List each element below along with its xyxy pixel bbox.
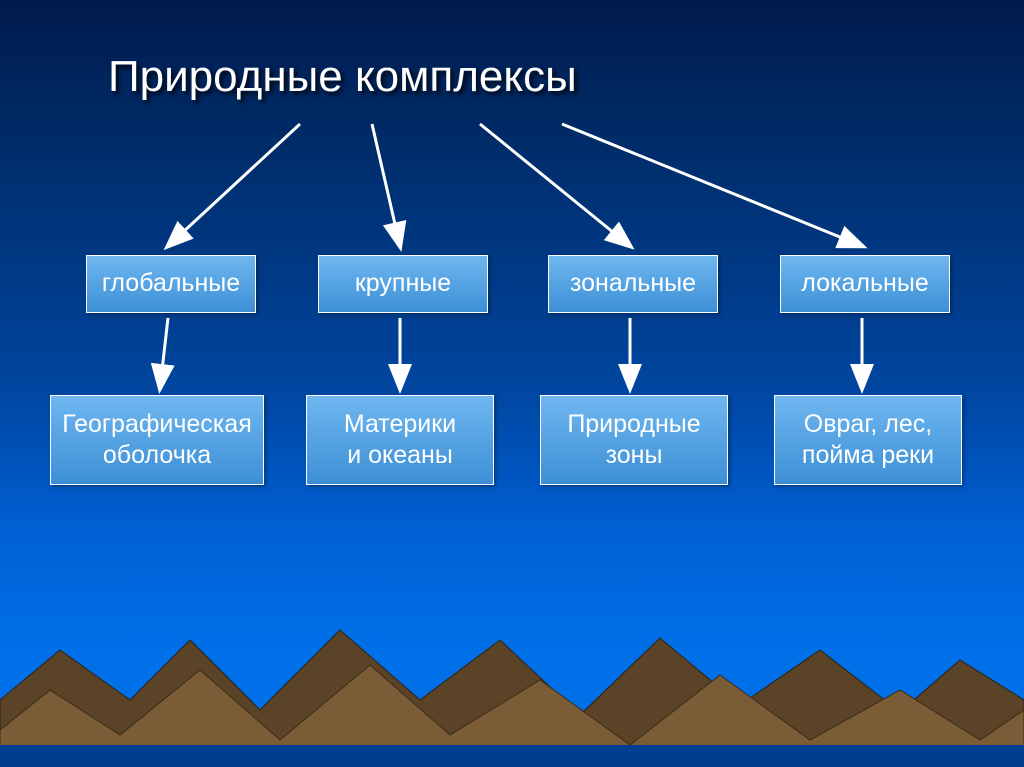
- box-label-line: Материки: [344, 410, 456, 438]
- box-zonal: зональные: [548, 255, 718, 313]
- arrow: [160, 318, 168, 388]
- arrow: [562, 124, 862, 246]
- box-label: Природные зоны: [567, 409, 700, 472]
- box-ravine: Овраг, лес, пойма реки: [774, 395, 962, 485]
- box-label-line: локальные: [801, 269, 928, 297]
- box-geoshell: Географическая оболочка: [50, 395, 264, 485]
- box-label-line: оболочка: [103, 441, 211, 469]
- box-continents: Материки и океаны: [306, 395, 494, 485]
- box-label: Овраг, лес, пойма реки: [802, 409, 934, 472]
- box-natzones: Природные зоны: [540, 395, 728, 485]
- box-label-line: Природные: [567, 410, 700, 438]
- box-label-line: зональные: [570, 269, 696, 297]
- box-label-line: крупные: [355, 269, 451, 297]
- box-label-line: Географическая: [62, 410, 252, 438]
- box-label: Материки и океаны: [344, 409, 456, 472]
- box-label: глобальные: [102, 268, 240, 299]
- box-label-line: Овраг, лес,: [804, 410, 932, 438]
- mountain-silhouette: [0, 587, 1024, 767]
- box-label: зональные: [570, 268, 696, 299]
- box-global: глобальные: [86, 255, 256, 313]
- box-label-line: и океаны: [347, 441, 453, 469]
- box-label-line: пойма реки: [802, 441, 934, 469]
- box-large: крупные: [318, 255, 488, 313]
- water: [0, 745, 1024, 767]
- box-label-line: зоны: [606, 441, 663, 469]
- box-label: крупные: [355, 268, 451, 299]
- arrow: [480, 124, 630, 246]
- arrow: [168, 124, 300, 246]
- box-local: локальные: [780, 255, 950, 313]
- slide-title: Природные комплексы: [108, 52, 577, 102]
- arrow: [372, 124, 400, 246]
- box-label-line: глобальные: [102, 269, 240, 297]
- box-label: локальные: [801, 268, 928, 299]
- box-label: Географическая оболочка: [62, 409, 252, 472]
